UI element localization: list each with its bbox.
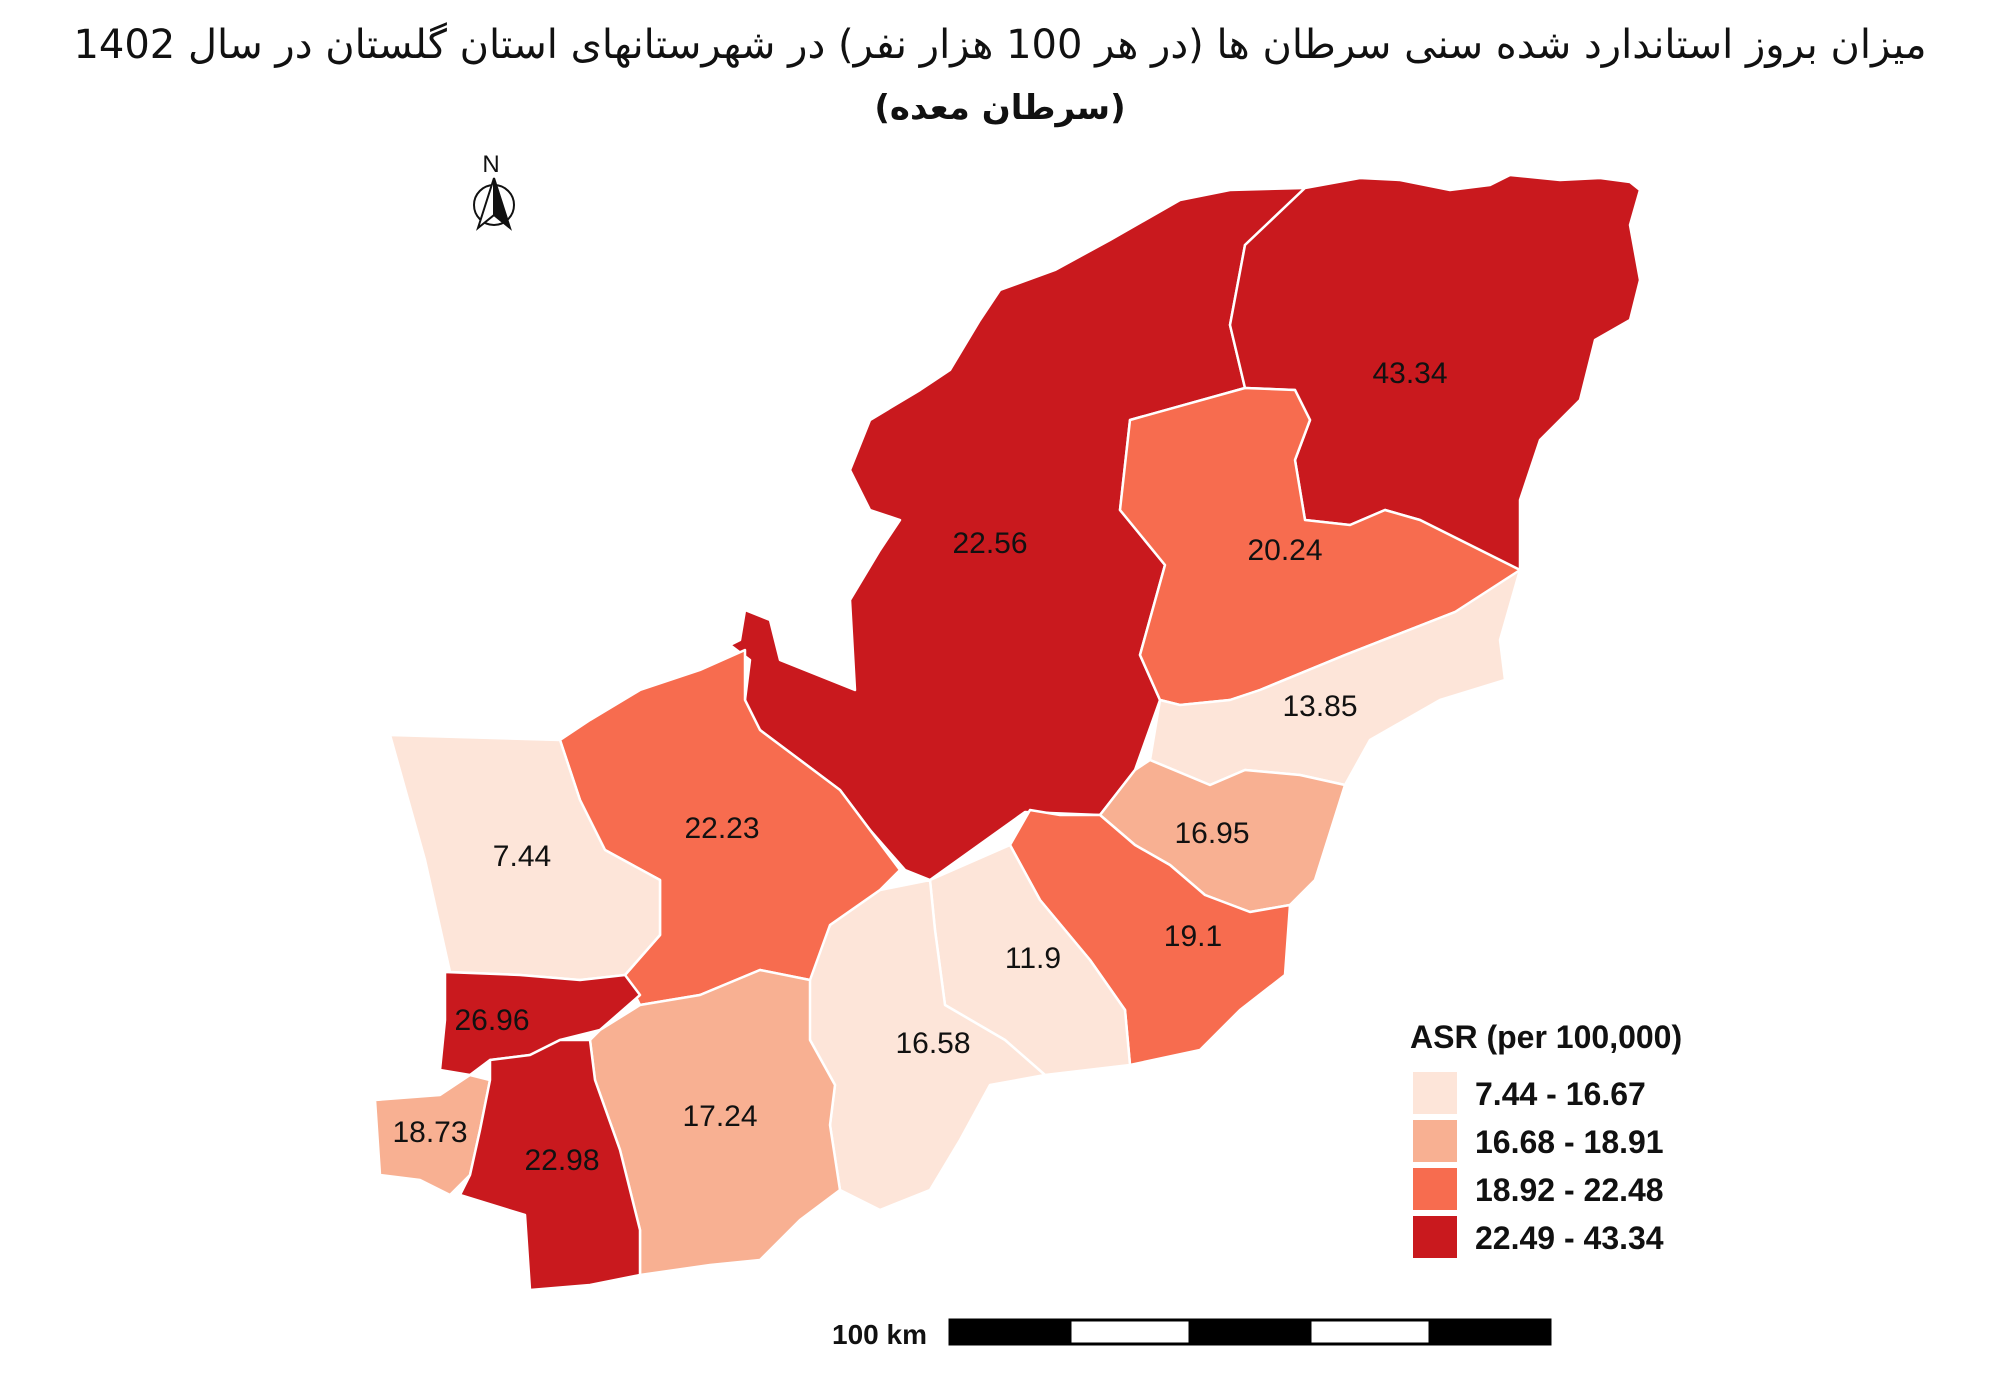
legend-label: 18.92 - 22.48 <box>1475 1172 1664 1208</box>
scale-bar-segment <box>1428 1318 1552 1346</box>
district-19-1[interactable] <box>1008 808 1292 1067</box>
district-value-label: 18.73 <box>392 1116 467 1149</box>
legend-label: 7.44 - 16.67 <box>1475 1076 1646 1112</box>
district-value-label: 22.98 <box>524 1144 599 1177</box>
north-arrow: N <box>473 151 515 231</box>
scale-bar-segment <box>1188 1318 1312 1346</box>
legend: ASR (per 100,000) 7.44 - 16.67 16.68 - 18… <box>1410 1019 1682 1258</box>
north-letter: N <box>482 151 499 178</box>
scale-bar-segment <box>948 1318 1072 1346</box>
district-value-label: 22.23 <box>684 812 759 845</box>
district-value-label: 22.56 <box>952 527 1027 560</box>
district-7-44[interactable] <box>388 733 662 982</box>
legend-swatch <box>1413 1168 1457 1210</box>
district-labels: 22.56 43.34 20.24 13.85 16.95 19.1 11.9 … <box>392 357 1447 1177</box>
district-value-label: 13.85 <box>1282 690 1357 723</box>
north-arrow-icon <box>473 177 515 231</box>
scale-bar-segment <box>1068 1318 1192 1346</box>
legend-label: 22.49 - 43.34 <box>1475 1220 1664 1256</box>
district-value-label: 20.24 <box>1247 534 1322 567</box>
legend-title: ASR (per 100,000) <box>1410 1019 1682 1055</box>
legend-swatch <box>1413 1120 1457 1162</box>
legend-swatch <box>1413 1072 1457 1114</box>
district-layer <box>373 173 1642 1292</box>
district-value-label: 26.96 <box>454 1004 529 1037</box>
scale-bar: 100 km <box>832 1318 1552 1350</box>
legend-label: 16.68 - 18.91 <box>1475 1124 1664 1160</box>
district-value-label: 11.9 <box>1005 942 1061 975</box>
scale-bar-label: 100 km <box>832 1319 927 1350</box>
district-value-label: 7.44 <box>493 840 551 873</box>
legend-swatch <box>1413 1216 1457 1258</box>
district-value-label: 16.95 <box>1174 817 1249 850</box>
district-value-label: 17.24 <box>682 1100 757 1133</box>
district-value-label: 43.34 <box>1372 357 1447 390</box>
district-22-98[interactable] <box>458 1038 642 1292</box>
district-value-label: 16.58 <box>895 1027 970 1060</box>
district-value-label: 19.1 <box>1164 920 1222 953</box>
map-title: میزان بروز استاندارد شده سنی سرطان ها (د… <box>73 22 1927 68</box>
scale-bar-segment <box>1308 1318 1432 1346</box>
map-subtitle: (سرطان معده) <box>874 88 1126 128</box>
